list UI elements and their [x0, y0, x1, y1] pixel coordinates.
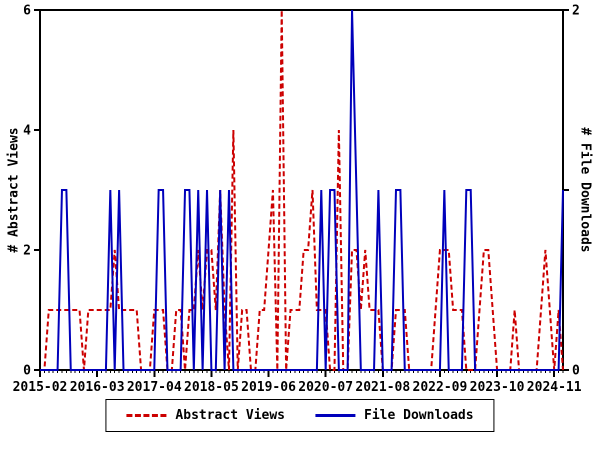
x-axis-tick-label: 2018-05: [184, 380, 239, 395]
abstract-views-line-sample: [126, 414, 167, 417]
chart-legend: Abstract Views File Downloads: [105, 399, 495, 432]
legend-label-abstract-views: Abstract Views: [175, 408, 285, 423]
x-axis-tick-label: 2016-03: [70, 380, 125, 395]
left-axis-tick-label: 2: [23, 244, 31, 259]
x-axis-tick-label: 2022-09: [413, 380, 468, 395]
right-axis-label: # File Downloads: [577, 127, 593, 253]
x-axis-tick-label: 2023-10: [470, 380, 525, 395]
legend-label-file-downloads: File Downloads: [364, 408, 474, 423]
legend-item-file-downloads: File Downloads: [315, 408, 474, 423]
right-axis-tick-label: 0: [572, 364, 580, 379]
file-downloads-line-sample: [315, 414, 355, 417]
legend-item-abstract-views: Abstract Views: [126, 408, 285, 423]
right-axis-tick-label: 2: [572, 4, 580, 19]
x-axis-tick-label: 2019-06: [241, 380, 296, 395]
series-line-file-downloads: [40, 9, 564, 371]
left-axis-label: # Abstract Views: [6, 127, 22, 253]
x-axis-tick-label: 2024-11: [527, 380, 582, 395]
x-axis-tick-label: 2020-07: [298, 380, 353, 395]
x-axis-tick-label: 2015-02: [13, 380, 68, 395]
x-axis-tick-label: 2021-08: [355, 380, 410, 395]
left-axis-tick-label: 0: [23, 364, 31, 379]
x-axis-tick-label: 2017-04: [127, 380, 182, 395]
left-axis-tick-label: 6: [23, 4, 31, 19]
left-axis-tick-label: 4: [23, 124, 31, 139]
